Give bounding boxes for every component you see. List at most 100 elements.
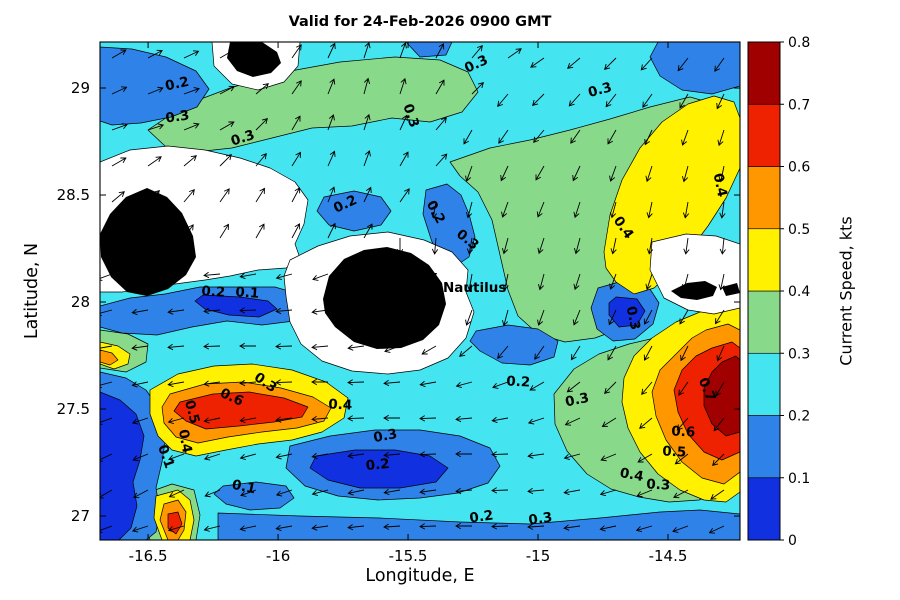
current-arrow: [435, 117, 447, 131]
colorbar-tick-label: 0.4: [788, 284, 810, 300]
current-arrow: [399, 188, 410, 203]
current-arrow: [291, 44, 302, 59]
region-blue-top-right: [649, 42, 740, 95]
current-arrow: [529, 381, 545, 391]
current-arrow: [100, 525, 113, 533]
current-arrow: [183, 87, 200, 95]
contour-label: 0.1: [235, 284, 260, 302]
region-darkblue-bottom-mid: [309, 449, 449, 489]
current-arrow: [463, 129, 473, 145]
colorbar: 0 0.1 0.2 0.3 0.4 0.5 0.6 0.7 0.8: [747, 35, 810, 549]
current-arrow: [455, 450, 472, 458]
current-arrow: [311, 343, 329, 351]
current-arrow: [239, 379, 257, 387]
current-arrow: [718, 273, 725, 291]
current-arrow: [537, 237, 545, 255]
current-arrow: [347, 489, 365, 496]
current-arrow: [291, 223, 301, 239]
current-arrow: [607, 345, 617, 361]
current-arrow: [219, 49, 235, 59]
current-arrow: [399, 151, 409, 167]
current-arrow: [573, 201, 581, 219]
region-darkred-lower-right: [703, 355, 740, 437]
current-arrow: [255, 187, 265, 203]
current-arrow: [347, 344, 365, 351]
current-arrow: [312, 273, 329, 281]
current-arrow: [327, 114, 335, 131]
current-arrow: [536, 201, 545, 218]
current-arrow: [640, 57, 653, 71]
current-arrow: [610, 237, 617, 255]
current-arrow: [347, 524, 365, 531]
current-arrow: [204, 489, 221, 498]
current-arrow: [682, 273, 689, 291]
contour-label: 0.3: [646, 476, 671, 493]
current-arrow: [383, 488, 401, 496]
current-arrow: [100, 273, 113, 281]
contour-label: 0.3: [564, 390, 591, 411]
current-arrow: [183, 224, 194, 239]
colorbar-band: [747, 290, 781, 354]
contour-label: 0.2: [468, 507, 494, 526]
current-arrow: [275, 453, 293, 460]
current-arrow: [239, 416, 257, 424]
current-arrow: [183, 189, 195, 203]
current-arrow: [239, 272, 257, 280]
current-arrow: [601, 417, 617, 427]
current-arrow: [502, 309, 509, 327]
current-arrow: [683, 237, 690, 255]
current-arrow: [538, 273, 545, 291]
current-arrow: [567, 57, 581, 69]
current-arrow: [605, 93, 617, 108]
current-arrow: [527, 452, 545, 459]
x-axis-label: Longitude, E: [365, 566, 475, 586]
current-arrow: [535, 165, 545, 181]
plot-title: Valid for 24-Feb-2026 0900 GMT: [288, 14, 552, 30]
current-arrow: [131, 417, 149, 425]
current-arrow: [347, 415, 365, 422]
current-arrow: [203, 271, 221, 279]
current-arrow: [396, 238, 404, 255]
current-arrow: [471, 45, 483, 59]
current-arrow: [571, 345, 581, 361]
current-arrow: [497, 93, 509, 107]
current-arrow: [393, 273, 401, 290]
current-arrow: [677, 57, 689, 72]
current-arrow: [291, 187, 301, 203]
current-arrow: [498, 129, 509, 144]
current-arrow: [168, 453, 185, 461]
region-darkblue-right-mid: [608, 296, 646, 328]
current-arrow: [641, 381, 653, 395]
current-arrow: [712, 453, 725, 466]
current-arrow: [399, 42, 407, 59]
current-arrow: [572, 165, 581, 182]
current-arrow: [275, 489, 293, 497]
current-arrow: [465, 165, 473, 182]
current-arrow: [604, 381, 617, 394]
current-arrows: [100, 42, 726, 534]
current-arrow: [100, 417, 113, 425]
current-arrow: [255, 83, 269, 95]
current-arrow: [570, 129, 581, 144]
region-blue-bottom-strip: [217, 509, 740, 540]
current-arrow: [147, 49, 163, 59]
current-arrow: [131, 344, 149, 351]
current-arrow: [275, 379, 293, 386]
current-arrow: [389, 309, 401, 323]
current-arrow: [419, 380, 437, 388]
axis-ticks: [100, 42, 740, 540]
island: [227, 42, 281, 77]
current-arrow: [574, 237, 581, 255]
current-arrow: [347, 309, 365, 316]
current-arrow: [491, 451, 509, 458]
current-arrow: [530, 57, 545, 68]
current-arrow: [710, 489, 725, 500]
current-arrow: [497, 345, 509, 359]
current-arrow: [532, 93, 545, 106]
current-arrow: [183, 122, 200, 131]
colorbar-tick-label: 0.8: [788, 35, 810, 51]
current-arrow: [111, 226, 124, 239]
region-orange-left-edge: [100, 349, 119, 366]
current-arrow: [502, 237, 509, 255]
